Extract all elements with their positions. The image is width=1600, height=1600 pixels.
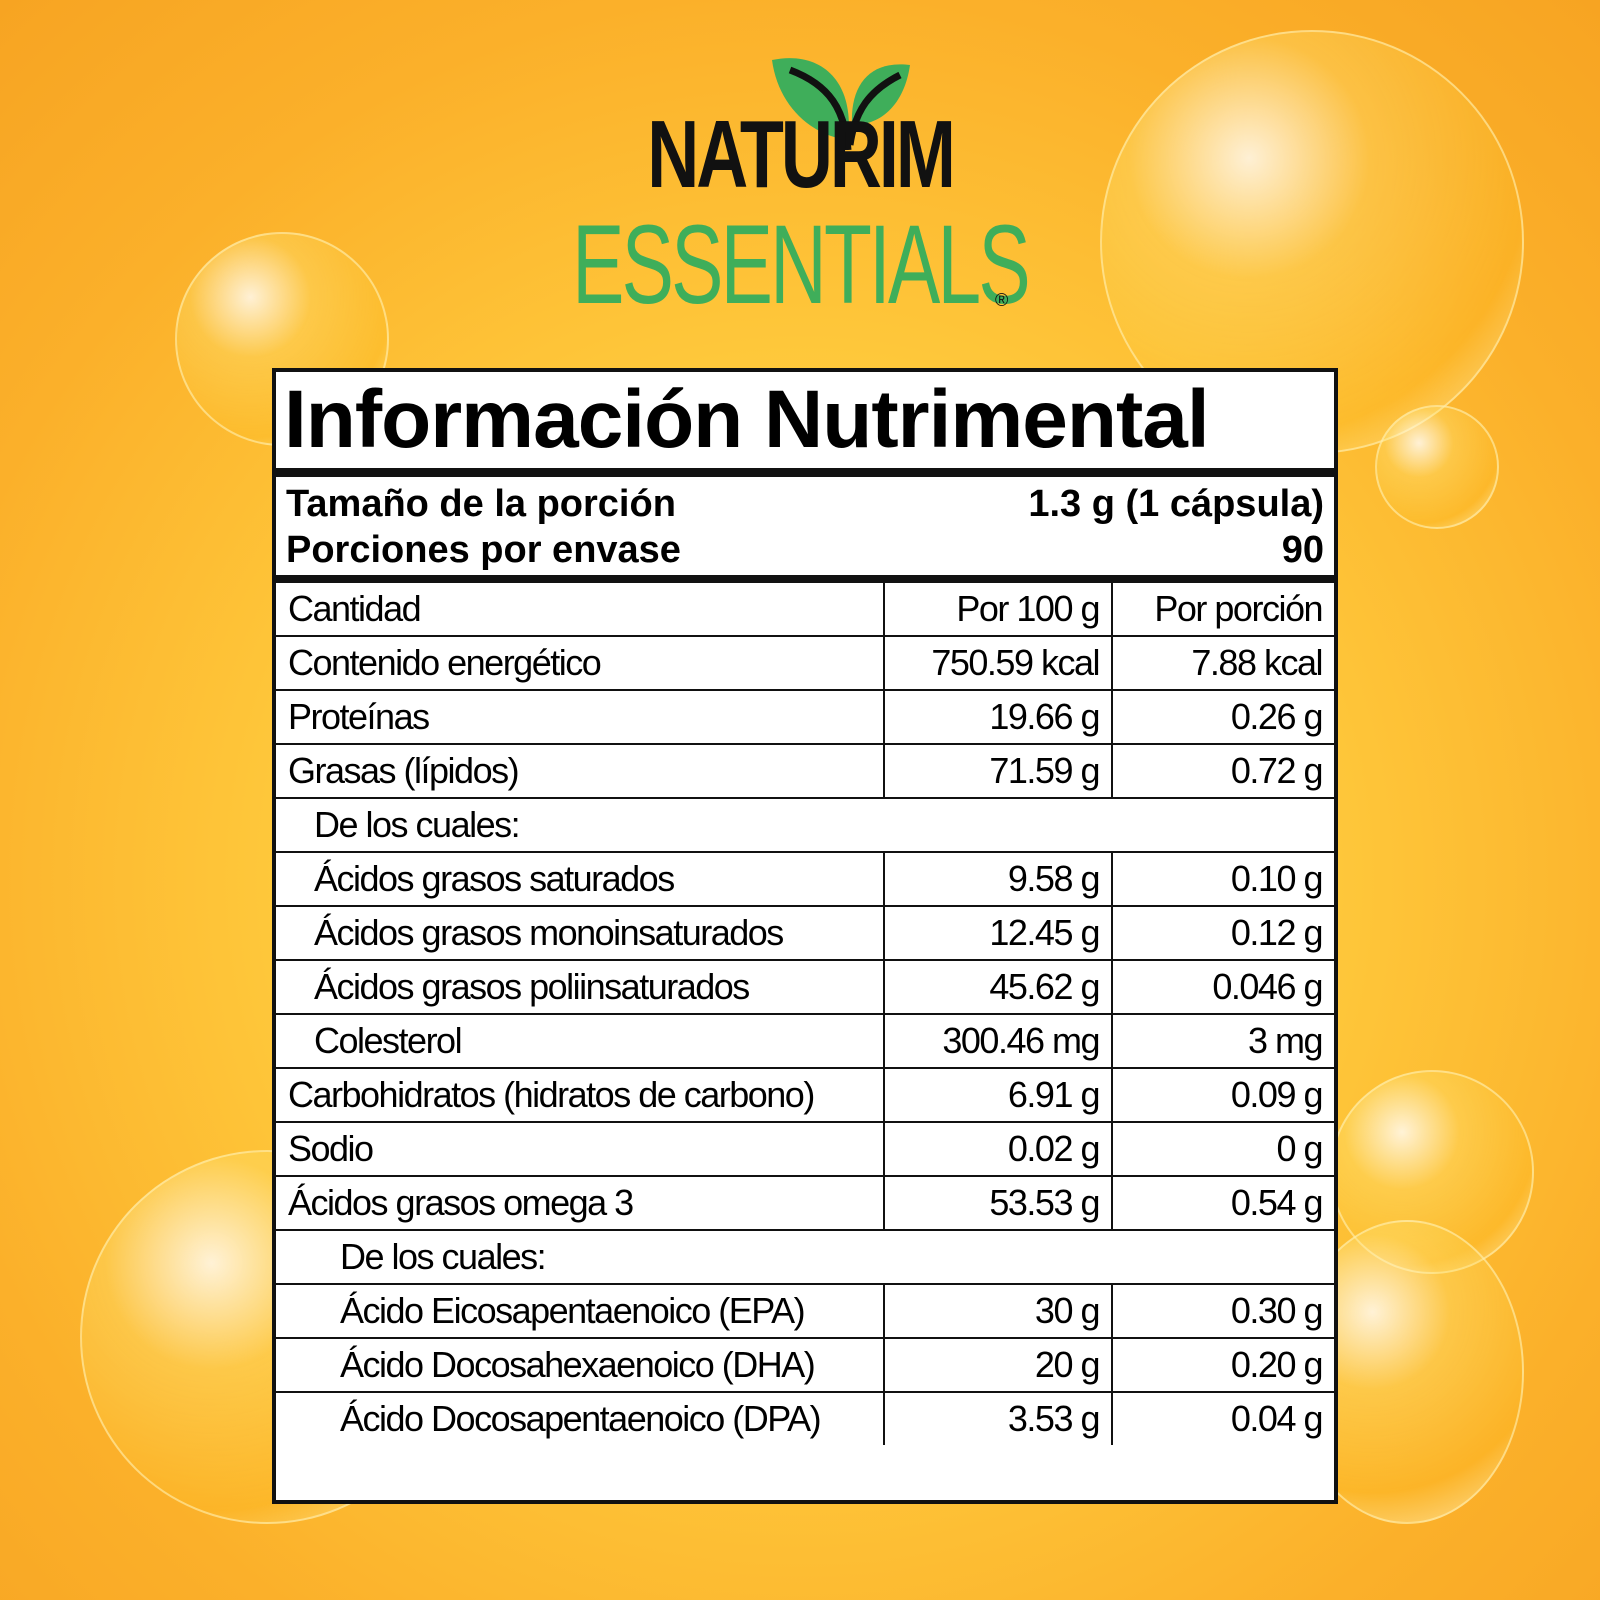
header-row: Cantidad Por 100 g Por porción — [276, 581, 1334, 637]
nutrient-name: Ácidos grasos saturados — [276, 851, 885, 907]
nutrient-name: Carbohidratos (hidratos de carbono) — [276, 1067, 885, 1123]
nutrient-amount: 0.046 g — [1111, 959, 1334, 1015]
nutrient-row: Carbohidratos (hidratos de carbono) 6.91 … — [276, 1067, 1334, 1123]
nutrient-row: De los cuales: — [276, 1229, 1334, 1285]
nutrient-row: De los cuales: — [276, 797, 1334, 853]
nutrient-amount: 45.62 g — [883, 959, 1113, 1015]
nutrient-amount: 0.10 g — [1111, 851, 1334, 907]
nutrient-amount: 6.91 g — [883, 1067, 1113, 1123]
brand-top: NATURIM — [647, 101, 956, 208]
nutrient-amount: 300.46 mg — [883, 1013, 1113, 1069]
nutrient-name: Ácido Eicosapentaenoico (EPA) — [276, 1283, 885, 1339]
serving-size: 1.3 g (1 cápsula) — [1028, 483, 1324, 525]
label-title: Información Nutrimental — [276, 372, 1334, 477]
nutrient-name: Contenido energético — [276, 635, 885, 691]
servings-label: Porciones por envase — [286, 529, 681, 571]
logo-leaves — [772, 58, 910, 150]
nutrient-amount: 0 g — [1111, 1121, 1334, 1177]
nutrient-row: Ácido Docosapentaenoico (DPA) 3.53 g 0.04 … — [276, 1391, 1334, 1445]
nutrient-row: Grasas (lípidos) 71.59 g 0.72 g — [276, 743, 1334, 799]
nutrient-amount: 20 g — [883, 1337, 1113, 1393]
nutrient-amount: 0.72 g — [1111, 743, 1334, 799]
nutrient-amount: 0.04 g — [1111, 1391, 1334, 1445]
registered-mark: ® — [995, 290, 1009, 310]
nutrient-amount: 7.88 kcal — [1111, 635, 1334, 691]
nutrient-amount: 0.54 g — [1111, 1175, 1334, 1231]
nutrient-row: Proteínas 19.66 g 0.26 g — [276, 689, 1334, 745]
servings: 90 — [1281, 529, 1324, 571]
serving-info: Tamaño de la porción 1.3 g (1 cápsula) Po… — [276, 477, 1334, 581]
nutrient-amount: 71.59 g — [883, 743, 1113, 799]
nutrient-table: Cantidad Por 100 g Por porción Contenido en… — [276, 581, 1334, 1445]
column-header: Por porción — [1111, 581, 1334, 637]
nutrient-amount: 3 mg — [1111, 1013, 1334, 1069]
nutrient-amount: 19.66 g — [883, 689, 1113, 745]
column-header: Cantidad — [276, 581, 885, 637]
nutrient-row: Ácido Eicosapentaenoico (EPA) 30 g 0.30 g — [276, 1283, 1334, 1339]
nutrient-name: Sodio — [276, 1121, 885, 1177]
nutrient-amount: 0.26 g — [1111, 689, 1334, 745]
serving-size-row: Tamaño de la porción 1.3 g (1 cápsula) — [276, 481, 1334, 527]
nutrient-row: Ácidos grasos saturados 9.58 g 0.10 g — [276, 851, 1334, 907]
nutrient-name: Ácidos grasos omega 3 — [276, 1175, 885, 1231]
nutrient-row: Ácido Docosahexaenoico (DHA) 20 g 0.20 g — [276, 1337, 1334, 1393]
nutrient-amount: 0.20 g — [1111, 1337, 1334, 1393]
nutrient-amount: 30 g — [883, 1283, 1113, 1339]
nutrient-row: Colesterol 300.46 mg 3 mg — [276, 1013, 1334, 1069]
nutrient-row: Ácidos grasos monoinsaturados 12.45 g 0.12… — [276, 905, 1334, 961]
nutrient-amount: 0.09 g — [1111, 1067, 1334, 1123]
nutrition-label: Información Nutrimental Tamaño de la por… — [272, 368, 1338, 1504]
nutrient-amount: 53.53 g — [883, 1175, 1113, 1231]
nutrient-amount: 0.30 g — [1111, 1283, 1334, 1339]
nutrient-name: Ácidos grasos monoinsaturados — [276, 905, 885, 961]
servings-row: Porciones por envase 90 — [276, 527, 1334, 573]
nutrient-name: De los cuales: — [276, 797, 1334, 853]
column-header: Por 100 g — [883, 581, 1113, 637]
nutrient-name: Colesterol — [276, 1013, 885, 1069]
nutrient-name: De los cuales: — [276, 1229, 1334, 1285]
nutrient-amount: 9.58 g — [883, 851, 1113, 907]
brand-bottom: ESSENTIALS — [572, 202, 1030, 327]
nutrient-row: Ácidos grasos omega 3 53.53 g 0.54 g — [276, 1175, 1334, 1231]
nutrient-row: Contenido energético 750.59 kcal 7.88 kcal — [276, 635, 1334, 691]
nutrient-name: Ácido Docosapentaenoico (DPA) — [276, 1391, 885, 1445]
bubble — [1375, 405, 1499, 529]
serving-size-label: Tamaño de la porción — [286, 483, 676, 525]
nutrient-amount: 750.59 kcal — [883, 635, 1113, 691]
nutrient-amount: 0.02 g — [883, 1121, 1113, 1177]
nutrient-name: Ácidos grasos poliinsaturados — [276, 959, 885, 1015]
nutrient-name: Grasas (lípidos) — [276, 743, 885, 799]
nutrient-name: Proteínas — [276, 689, 885, 745]
nutrient-amount: 12.45 g — [883, 905, 1113, 961]
nutrient-amount: 0.12 g — [1111, 905, 1334, 961]
nutrient-row: Ácidos grasos poliinsaturados 45.62 g 0.04… — [276, 959, 1334, 1015]
nutrient-amount: 3.53 g — [883, 1391, 1113, 1445]
nutrient-name: Ácido Docosahexaenoico (DHA) — [276, 1337, 885, 1393]
